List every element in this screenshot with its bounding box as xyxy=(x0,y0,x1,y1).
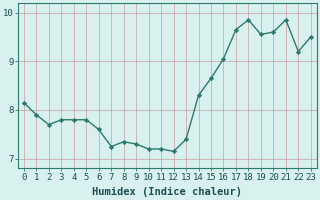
X-axis label: Humidex (Indice chaleur): Humidex (Indice chaleur) xyxy=(92,187,242,197)
